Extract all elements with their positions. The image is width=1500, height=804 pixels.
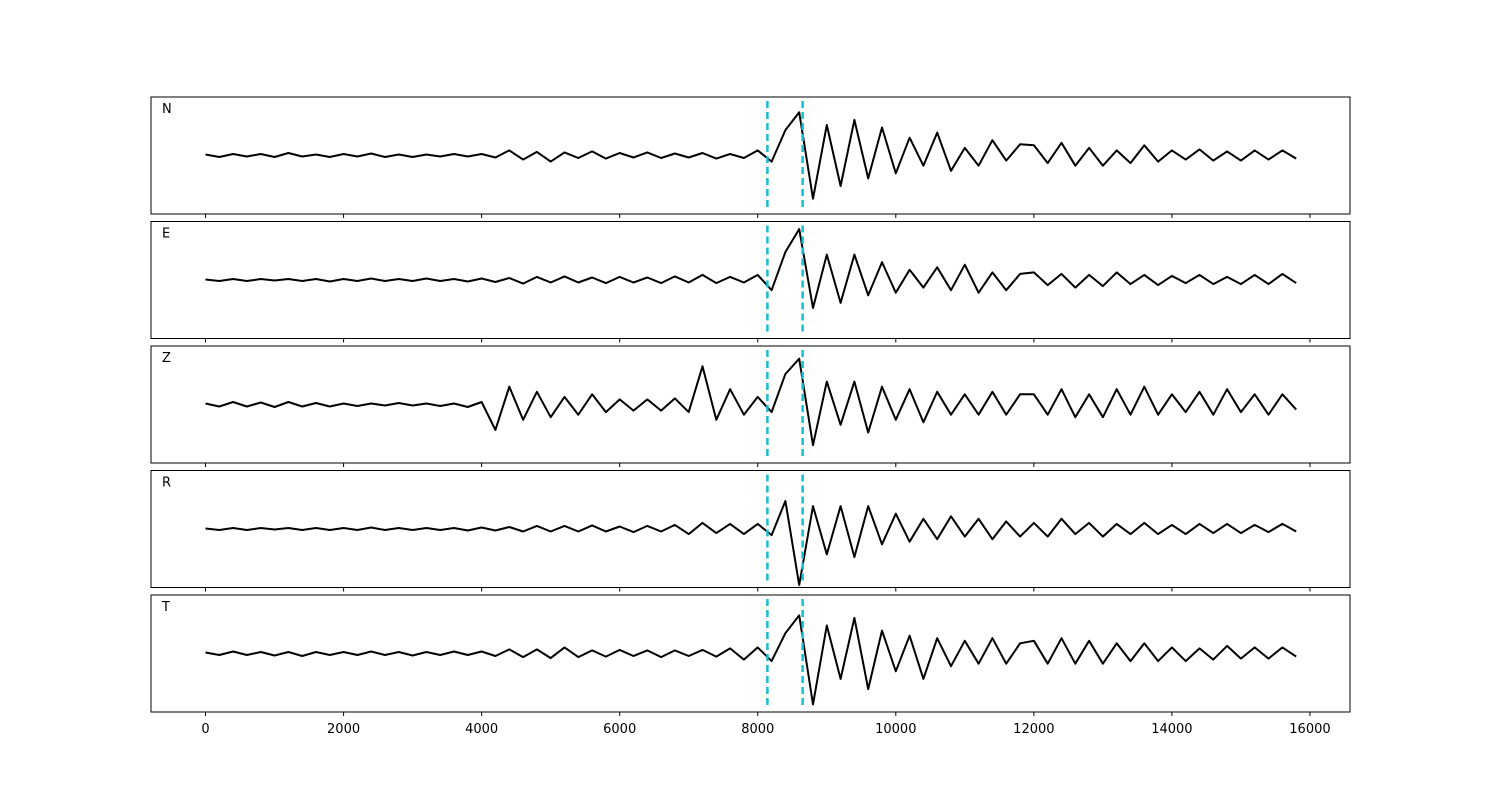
panel-label: T (161, 600, 170, 615)
x-tick-label: 4000 (465, 722, 498, 737)
panel-label: E (162, 227, 170, 242)
x-tick-label: 12000 (1013, 722, 1054, 737)
x-tick-label: 6000 (603, 722, 636, 737)
x-tick-label: 0 (201, 722, 209, 737)
trace (205, 228, 1297, 309)
x-tick-label: 16000 (1289, 722, 1330, 737)
panel-frame (150, 345, 1351, 464)
panel-frame (150, 221, 1351, 339)
panel-frame (150, 594, 1351, 713)
trace (205, 614, 1297, 706)
trace (205, 111, 1297, 200)
panel-label: N (162, 102, 172, 117)
panel-frame (150, 96, 1351, 215)
panel-frame (150, 470, 1351, 588)
x-tick-label: 14000 (1151, 722, 1192, 737)
panel-label: R (162, 476, 171, 491)
trace (205, 357, 1297, 447)
x-tick-label: 8000 (741, 722, 774, 737)
trace (205, 500, 1297, 586)
x-tick-label: 10000 (875, 722, 916, 737)
x-tick-label: 2000 (327, 722, 360, 737)
panel-label: Z (162, 351, 171, 366)
